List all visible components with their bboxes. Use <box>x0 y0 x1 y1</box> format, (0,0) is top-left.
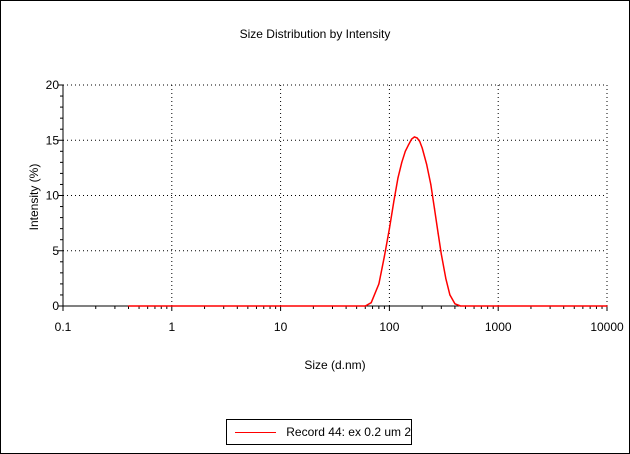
legend-label: Record 44: ex 0.2 um 2 <box>286 425 411 439</box>
x-tick-label: 100 <box>379 320 399 334</box>
y-tick-label: 0 <box>52 299 59 313</box>
data-point <box>445 277 447 279</box>
data-point <box>421 147 423 149</box>
data-point <box>433 208 436 210</box>
data-point <box>401 161 403 163</box>
y-axis-label: Intensity (%) <box>27 163 41 231</box>
data-point <box>383 255 386 257</box>
chart-title: Size Distribution by Intensity <box>239 27 391 41</box>
data-point <box>606 305 608 307</box>
data-point <box>454 303 456 305</box>
data-point <box>378 283 380 285</box>
data-point <box>430 183 432 186</box>
x-tick-label: 0.1 <box>55 320 72 334</box>
data-point <box>393 200 395 202</box>
data-point <box>464 305 467 307</box>
data-point <box>397 177 399 179</box>
data-point <box>364 305 366 307</box>
data-point <box>407 144 410 146</box>
data-point <box>127 305 130 307</box>
data-point <box>426 163 428 166</box>
data-point <box>388 228 390 230</box>
x-axis-label: Size (d.nm) <box>304 358 366 372</box>
y-tick-label: 10 <box>46 189 60 203</box>
data-point <box>440 253 442 255</box>
data-point <box>413 136 416 138</box>
legend: Record 44: ex 0.2 um 2 <box>226 419 412 445</box>
data-point <box>437 232 439 234</box>
x-tick-label: 1 <box>168 320 175 334</box>
data-point <box>404 150 406 152</box>
data-point <box>419 140 421 142</box>
y-tick-label: 5 <box>52 244 59 258</box>
y-tick-label: 20 <box>46 78 60 92</box>
legend-swatch <box>235 431 277 433</box>
x-tick-label: 10 <box>274 320 288 334</box>
data-point <box>370 302 372 304</box>
x-tick-label: 10000 <box>590 320 624 334</box>
data-point <box>497 305 499 307</box>
data-point <box>459 305 462 307</box>
data-point <box>449 294 451 296</box>
data-point <box>416 137 418 139</box>
y-tick-label: 15 <box>46 133 60 147</box>
series-line <box>128 136 607 307</box>
data-point <box>411 138 413 140</box>
x-tick-label: 1000 <box>485 320 512 334</box>
data-point <box>280 305 282 307</box>
